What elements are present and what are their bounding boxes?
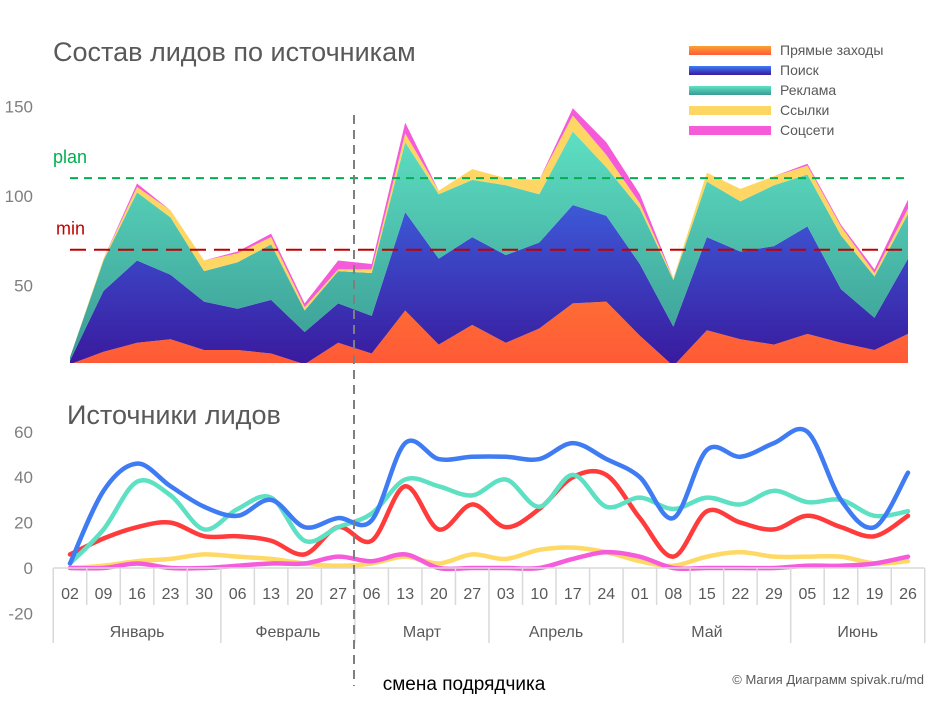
copyright: © Магия Диаграмм spivak.ru/md bbox=[732, 672, 924, 687]
legend-swatch bbox=[689, 66, 771, 75]
month-label: Апрель bbox=[529, 624, 583, 641]
x-tick-label: 27 bbox=[329, 586, 347, 603]
x-tick-label: 29 bbox=[765, 586, 783, 603]
legend-swatch bbox=[689, 46, 771, 55]
y-tick-label: 20 bbox=[14, 514, 33, 533]
legend-label: Соцсети bbox=[780, 122, 834, 138]
x-tick-label: 27 bbox=[463, 586, 481, 603]
x-tick-label: 15 bbox=[698, 586, 716, 603]
x-tick-label: 06 bbox=[229, 586, 247, 603]
x-tick-label: 03 bbox=[497, 586, 515, 603]
x-tick-label: 20 bbox=[296, 586, 314, 603]
area-1 bbox=[73, 301, 908, 363]
legend-label: Ссылки bbox=[780, 102, 829, 118]
x-tick-label: 12 bbox=[832, 586, 850, 603]
x-axis: 02 09 16 23 30 06 13 20 27 06 13 20 27 03 10 17 24 01 08 15… bbox=[52, 567, 926, 643]
line-3 bbox=[67, 472, 911, 566]
legend-swatch bbox=[689, 86, 771, 95]
x-tick-label: 22 bbox=[732, 586, 750, 603]
legend-swatch bbox=[689, 106, 771, 115]
y-tick-label: 150 bbox=[5, 98, 33, 117]
legend: Прямые заходы Поиск Реклама Ссылки Соцсети bbox=[689, 42, 883, 138]
y-tick-label: 100 bbox=[5, 187, 33, 206]
x-tick-label: 10 bbox=[530, 586, 548, 603]
y-tick-label: -20 bbox=[8, 604, 33, 623]
month-label: Февраль bbox=[255, 624, 320, 641]
x-tick-label: 09 bbox=[95, 586, 113, 603]
line-1 bbox=[67, 468, 911, 559]
line-2 bbox=[67, 426, 911, 566]
x-tick-label: 13 bbox=[262, 586, 280, 603]
reference-label-min: min bbox=[56, 219, 85, 239]
x-tick-label: 20 bbox=[430, 586, 448, 603]
month-label: Июнь bbox=[837, 624, 878, 641]
legend-label: Поиск bbox=[780, 62, 820, 78]
x-tick-label: 08 bbox=[664, 586, 682, 603]
month-label: Март bbox=[403, 624, 442, 641]
contractor-change-label: смена подрядчика bbox=[383, 674, 546, 695]
y-tick-label: 60 bbox=[14, 423, 33, 442]
legend-label: Прямые заходы bbox=[780, 42, 883, 58]
stacked-area-chart: 50 100 150 bbox=[5, 98, 908, 363]
x-tick-label: 01 bbox=[631, 586, 649, 603]
top-chart-title: Состав лидов по источникам bbox=[53, 37, 416, 67]
month-label: Январь bbox=[110, 624, 165, 641]
x-tick-label: 02 bbox=[61, 586, 79, 603]
x-tick-label: 16 bbox=[128, 586, 146, 603]
reference-label-plan: plan bbox=[53, 147, 87, 167]
x-tick-label: 24 bbox=[597, 586, 615, 603]
y-tick-label: 50 bbox=[14, 277, 33, 296]
x-tick-label: 26 bbox=[899, 586, 917, 603]
reference-lines: plan min bbox=[53, 147, 908, 251]
line-4 bbox=[67, 545, 911, 571]
x-tick-label: 17 bbox=[564, 586, 582, 603]
bottom-chart-title: Источники лидов bbox=[67, 400, 281, 430]
area-3 bbox=[70, 131, 908, 361]
legend-label: Реклама bbox=[780, 82, 836, 98]
x-tick-label: 19 bbox=[866, 586, 884, 603]
areas bbox=[70, 108, 908, 363]
x-tick-label: 13 bbox=[396, 586, 414, 603]
month-label: Май bbox=[691, 624, 722, 641]
y-tick-label: 40 bbox=[14, 468, 33, 487]
y-tick-label: 0 bbox=[24, 559, 33, 578]
x-tick-label: 05 bbox=[799, 586, 817, 603]
x-tick-label: 23 bbox=[162, 586, 180, 603]
x-tick-label: 30 bbox=[195, 586, 213, 603]
area-2 bbox=[70, 204, 908, 363]
legend-swatch bbox=[689, 126, 771, 135]
x-tick-label: 06 bbox=[363, 586, 381, 603]
